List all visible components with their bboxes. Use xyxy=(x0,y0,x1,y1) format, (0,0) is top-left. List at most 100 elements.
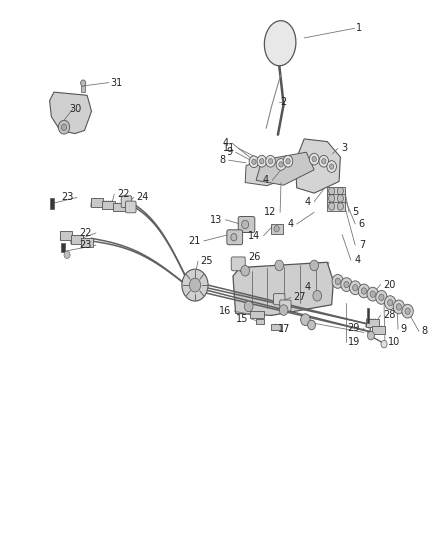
Text: 1: 1 xyxy=(356,23,362,34)
Circle shape xyxy=(344,281,349,288)
Bar xyxy=(251,311,265,318)
Text: 8: 8 xyxy=(422,326,428,336)
Bar xyxy=(327,202,345,211)
Circle shape xyxy=(182,269,208,301)
Text: 4: 4 xyxy=(223,138,229,148)
Circle shape xyxy=(327,161,336,172)
Circle shape xyxy=(332,274,343,288)
Circle shape xyxy=(249,156,259,167)
Text: 30: 30 xyxy=(69,104,81,114)
FancyBboxPatch shape xyxy=(126,201,136,213)
Circle shape xyxy=(189,278,201,292)
Circle shape xyxy=(341,278,352,292)
Circle shape xyxy=(274,225,279,232)
Circle shape xyxy=(279,305,288,316)
Text: 5: 5 xyxy=(353,207,359,217)
Circle shape xyxy=(309,154,319,165)
FancyBboxPatch shape xyxy=(227,230,243,245)
Circle shape xyxy=(81,80,86,86)
Text: 9: 9 xyxy=(226,147,232,157)
Text: 11: 11 xyxy=(223,143,235,154)
Text: 25: 25 xyxy=(201,256,213,266)
Text: 23: 23 xyxy=(61,192,73,203)
Text: 8: 8 xyxy=(219,155,225,165)
Text: 21: 21 xyxy=(188,236,200,246)
Circle shape xyxy=(275,260,284,271)
Text: 6: 6 xyxy=(359,219,365,229)
Text: 24: 24 xyxy=(137,192,149,203)
Circle shape xyxy=(337,203,343,210)
Text: 19: 19 xyxy=(348,337,360,347)
Text: 31: 31 xyxy=(110,78,122,87)
Circle shape xyxy=(396,304,402,310)
Circle shape xyxy=(242,220,249,229)
Text: 27: 27 xyxy=(293,292,306,302)
Text: 4: 4 xyxy=(304,282,311,292)
Bar xyxy=(60,231,72,240)
Circle shape xyxy=(310,260,318,271)
Circle shape xyxy=(328,203,335,210)
Circle shape xyxy=(335,278,340,285)
Text: 16: 16 xyxy=(219,306,231,316)
Bar xyxy=(61,243,65,252)
Text: 17: 17 xyxy=(278,324,290,334)
Circle shape xyxy=(244,301,253,312)
Bar xyxy=(71,235,83,244)
Text: 4: 4 xyxy=(354,255,360,265)
Text: 10: 10 xyxy=(388,337,400,347)
Circle shape xyxy=(402,304,413,318)
Circle shape xyxy=(385,296,396,310)
Text: 22: 22 xyxy=(117,189,129,199)
Circle shape xyxy=(252,159,256,165)
Circle shape xyxy=(286,159,290,164)
Text: 15: 15 xyxy=(236,314,248,324)
Circle shape xyxy=(393,300,405,314)
Text: 12: 12 xyxy=(264,207,277,217)
Bar xyxy=(327,187,345,195)
Text: 18: 18 xyxy=(367,327,379,337)
Circle shape xyxy=(328,195,335,202)
Text: 14: 14 xyxy=(248,231,260,241)
Text: 26: 26 xyxy=(248,252,260,262)
Bar xyxy=(256,319,265,325)
Circle shape xyxy=(337,187,343,195)
FancyBboxPatch shape xyxy=(238,216,255,232)
Text: 20: 20 xyxy=(383,280,396,289)
Circle shape xyxy=(313,290,321,301)
Bar xyxy=(271,224,283,233)
Bar xyxy=(49,198,54,209)
Circle shape xyxy=(388,300,393,306)
Circle shape xyxy=(231,233,237,241)
Circle shape xyxy=(266,156,276,167)
Circle shape xyxy=(307,320,315,330)
FancyBboxPatch shape xyxy=(121,196,132,207)
Bar xyxy=(91,198,103,207)
Bar xyxy=(366,319,379,327)
Circle shape xyxy=(376,290,387,304)
Bar xyxy=(272,324,282,330)
Polygon shape xyxy=(245,160,281,185)
Circle shape xyxy=(328,187,335,195)
Text: 4: 4 xyxy=(287,219,293,229)
Bar xyxy=(327,194,345,203)
Circle shape xyxy=(405,308,410,314)
FancyBboxPatch shape xyxy=(280,300,291,311)
Circle shape xyxy=(276,159,286,170)
Circle shape xyxy=(350,281,361,295)
Circle shape xyxy=(260,159,264,164)
FancyBboxPatch shape xyxy=(231,257,245,271)
Circle shape xyxy=(58,120,70,134)
Text: 7: 7 xyxy=(359,240,365,250)
Circle shape xyxy=(321,159,326,164)
Circle shape xyxy=(361,288,367,294)
Text: 9: 9 xyxy=(401,324,407,334)
Circle shape xyxy=(379,294,384,301)
Circle shape xyxy=(319,156,328,167)
Ellipse shape xyxy=(265,21,296,66)
Bar xyxy=(81,85,85,92)
Circle shape xyxy=(257,156,267,167)
Text: 22: 22 xyxy=(79,228,92,238)
Circle shape xyxy=(279,162,283,167)
Circle shape xyxy=(329,164,334,169)
Circle shape xyxy=(268,159,273,164)
